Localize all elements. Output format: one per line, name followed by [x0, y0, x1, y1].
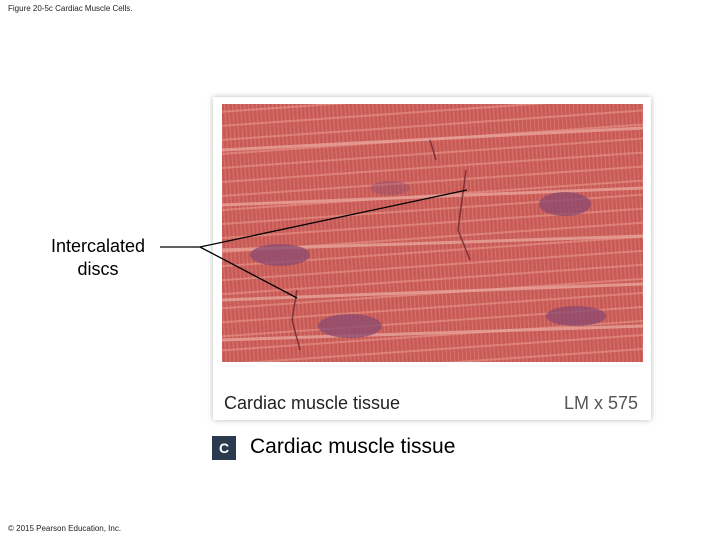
panel-letter: c [212, 436, 236, 460]
copyright: © 2015 Pearson Education, Inc. [8, 524, 122, 533]
magnification: LM x 575 [563, 393, 638, 413]
figure-caption: Cardiac muscle tissue [224, 393, 401, 413]
structure-label: Intercalated discs [50, 236, 146, 279]
leader-lines [160, 189, 468, 299]
slide-title: Figure 20-5c Cardiac Muscle Cells. [8, 4, 133, 13]
micrograph [221, 104, 644, 362]
panel-title: Cardiac muscle tissue [250, 435, 456, 458]
